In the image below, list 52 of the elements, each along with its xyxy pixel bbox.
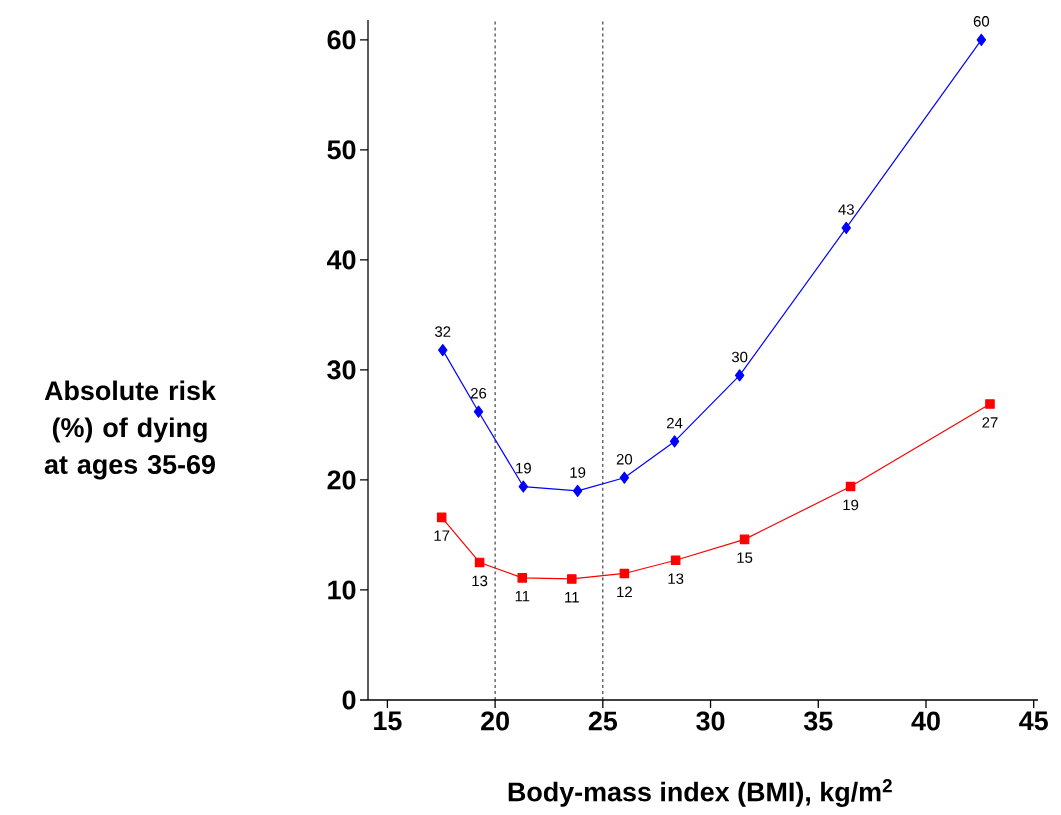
point bbox=[669, 435, 680, 448]
data-label: 60 bbox=[973, 16, 990, 27]
y-tick-label: 20 bbox=[327, 470, 356, 490]
x-tick-label: 15 bbox=[374, 711, 402, 731]
y-tick-label: 60 bbox=[327, 30, 356, 50]
point bbox=[845, 481, 856, 492]
x-tick-label: 20 bbox=[481, 711, 509, 731]
point bbox=[985, 399, 995, 409]
x-tick-label: 35 bbox=[803, 711, 833, 731]
x-axis-title: Body-mass index (BMI), kg/m$^{2}$ bbox=[508, 779, 892, 807]
x-tick-label: 40 bbox=[911, 711, 940, 731]
data-label: 19 bbox=[516, 462, 531, 474]
y-tick-label: 30 bbox=[327, 360, 356, 380]
data-label: 30 bbox=[731, 351, 748, 363]
data-label: 24 bbox=[667, 417, 683, 429]
data-label: 17 bbox=[434, 530, 450, 541]
data-label: 11 bbox=[565, 592, 579, 603]
y-tick-label: 10 bbox=[328, 580, 356, 600]
y-tick-label: 40 bbox=[327, 250, 356, 270]
point bbox=[976, 33, 987, 46]
point bbox=[517, 573, 528, 583]
data-label: 12 bbox=[617, 586, 632, 598]
point bbox=[739, 534, 750, 545]
data-label: 13 bbox=[472, 575, 488, 587]
x-tick-label: 25 bbox=[588, 711, 618, 731]
data-label: 19 bbox=[843, 499, 859, 511]
data-label: 19 bbox=[570, 467, 586, 478]
point bbox=[518, 480, 529, 493]
point bbox=[438, 344, 448, 357]
point bbox=[474, 557, 485, 568]
y-tick-label: 50 bbox=[327, 140, 356, 160]
point bbox=[619, 471, 630, 484]
x-tick-label: 30 bbox=[696, 711, 725, 731]
point bbox=[841, 221, 851, 235]
x-tick-label: 45 bbox=[1019, 711, 1048, 731]
point bbox=[734, 369, 745, 382]
y-axis-title: Absolute risk (%) of dying at ages 35-69 bbox=[44, 380, 216, 480]
data-label: 15 bbox=[737, 552, 753, 563]
data-label: 13 bbox=[668, 573, 684, 584]
point bbox=[619, 568, 630, 579]
point bbox=[473, 405, 484, 418]
point bbox=[436, 512, 447, 523]
data-label: 11 bbox=[515, 591, 530, 602]
point bbox=[572, 484, 583, 498]
data-label: 32 bbox=[435, 326, 451, 337]
data-label: 20 bbox=[616, 454, 633, 465]
point bbox=[567, 574, 577, 584]
point bbox=[670, 555, 681, 566]
data-label: 27 bbox=[982, 417, 998, 428]
y-tick-label: 0 bbox=[342, 690, 356, 710]
data-label: 43 bbox=[838, 204, 854, 215]
data-label: 26 bbox=[470, 387, 487, 399]
